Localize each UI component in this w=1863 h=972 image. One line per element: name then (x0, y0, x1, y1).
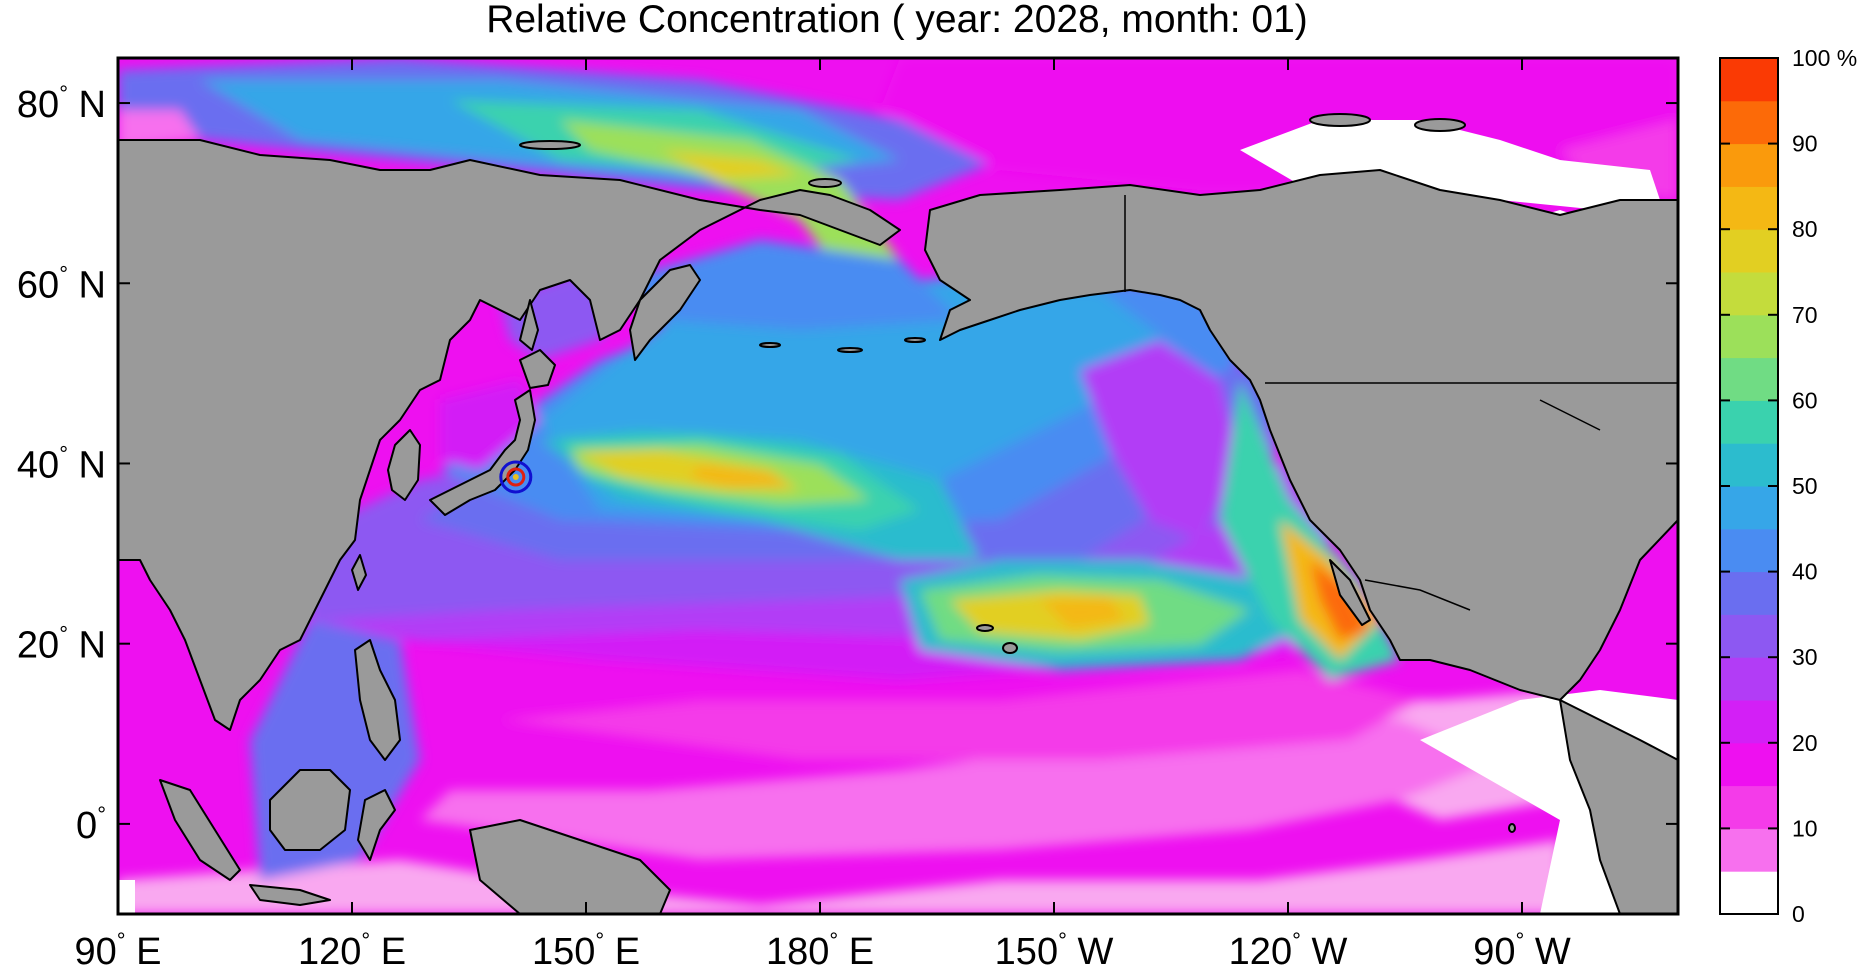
x-tick-label-1: 120° E (298, 928, 406, 972)
island-arctic-2 (808, 178, 842, 188)
island-aleutian-2 (837, 347, 863, 353)
colorbar-band-8 (1720, 528, 1778, 573)
land-sulawesi (357, 789, 396, 861)
y-tick-label-1: 60° N (17, 261, 106, 306)
band-45-bering (620, 240, 960, 330)
map-panel (118, 58, 1678, 914)
colorbar-band-12 (1720, 357, 1778, 401)
colorbar-band-0 (1720, 871, 1778, 915)
land-baja (1329, 559, 1371, 626)
colorbar-label-0: 0 (1792, 901, 1805, 927)
y-tick-label-2: 40° N (17, 441, 106, 486)
y-axis: 80° N 60° N 40° N 20° N 0° (17, 81, 1678, 847)
islands (519, 113, 1516, 833)
map-frame (116, 56, 1680, 916)
colorbar-label-10: 100 % (1792, 45, 1857, 71)
x-tick-label-0: 90° E (75, 928, 162, 972)
political-borders (1124, 195, 1678, 611)
land (118, 139, 1678, 914)
x-tick-label-2: 150° E (532, 928, 640, 972)
x-tick-label-6: 90° W (1473, 928, 1571, 972)
island-arctic-1 (519, 140, 581, 150)
colorbar-band-15 (1720, 229, 1778, 273)
no-data-southwest (118, 880, 135, 914)
band-30-gyre (1080, 340, 1240, 540)
island-aleutian-3 (904, 337, 926, 343)
map-title: Relative Concentration ( year: 2028, mon… (486, 0, 1308, 41)
land-central-america (1559, 699, 1678, 914)
colorbar-label-2: 20 (1792, 730, 1818, 756)
colorbar-band-1 (1720, 828, 1778, 872)
colorbar-band-14 (1720, 272, 1778, 316)
colorbar-band-16 (1720, 186, 1778, 230)
source-marker-ring (499, 460, 533, 494)
colorbar-label-9: 90 (1792, 131, 1818, 157)
colorbar-band-4 (1720, 700, 1778, 744)
colorbar-band-10 (1720, 443, 1778, 487)
land-kamchatka (629, 264, 701, 361)
band-95-coast (1310, 560, 1370, 640)
land-newguinea (469, 819, 671, 914)
source-marker-inner-ring (506, 467, 526, 487)
source-marker (499, 460, 533, 494)
colorbar-label-7: 70 (1792, 302, 1818, 328)
land-philippines (354, 639, 401, 761)
colorbar-band-13 (1720, 314, 1778, 359)
colorbar-band-18 (1720, 100, 1778, 145)
band-85-hawaii (1040, 598, 1125, 628)
colorbar-band-3 (1720, 742, 1778, 787)
x-tick-label-3: 180° E (766, 928, 874, 972)
colorbar: 0 10 20 30 40 50 60 70 80 90 100 % (1719, 45, 1857, 927)
colorbar-label-4: 40 (1792, 559, 1818, 585)
land-north-america (924, 169, 1678, 701)
colorbar-band-11 (1720, 400, 1778, 444)
x-axis: 90° E 120° E 150° E 180° E 150° W 120° W 90° W (75, 58, 1571, 972)
island-pacific-1 (1508, 823, 1516, 833)
island-aleutian-1 (759, 342, 781, 348)
colorbar-band-5 (1720, 657, 1778, 701)
land-taiwan (351, 554, 367, 591)
island-hawaii-1 (976, 624, 994, 632)
colorbar-band-2 (1720, 785, 1778, 829)
source-marker-dot (512, 473, 519, 480)
land-korea (387, 429, 421, 501)
y-tick-label-4: 0° (76, 802, 106, 847)
band-85 (690, 465, 790, 488)
band-10 (420, 720, 1500, 860)
island-arctic-3 (1309, 113, 1371, 127)
colorbar-label-3: 30 (1792, 644, 1818, 670)
band-5 (118, 840, 1560, 914)
land-borneo (269, 769, 351, 851)
land-sumatra (159, 779, 241, 881)
y-tick-label-0: 80° N (17, 81, 106, 126)
colorbar-band-6 (1720, 614, 1778, 658)
colorbar-band-17 (1720, 143, 1778, 187)
border-us-mexico (1364, 579, 1471, 611)
colorbar-label-5: 50 (1792, 473, 1818, 499)
colorbar-label-1: 10 (1792, 815, 1818, 841)
land-japan (429, 389, 536, 516)
island-arctic-4 (1414, 118, 1466, 132)
band-15 (500, 670, 1420, 760)
land-hokkaido (519, 349, 556, 389)
colorbar-band-9 (1720, 486, 1778, 530)
land-sakhalin (519, 299, 539, 351)
colorbar-band-19 (1720, 58, 1778, 102)
colorbar-band-7 (1720, 571, 1778, 615)
land-java (249, 884, 331, 906)
band-80-arctic (660, 150, 800, 180)
colorbar-label-8: 80 (1792, 216, 1818, 242)
x-tick-label-5: 120° W (1229, 928, 1348, 972)
colorbar-label-6: 60 (1792, 387, 1818, 413)
island-hawaii-2 (1002, 642, 1018, 654)
x-tick-label-4: 150° W (995, 928, 1114, 972)
y-tick-label-3: 20° N (17, 622, 106, 667)
great-lakes (1539, 399, 1601, 431)
